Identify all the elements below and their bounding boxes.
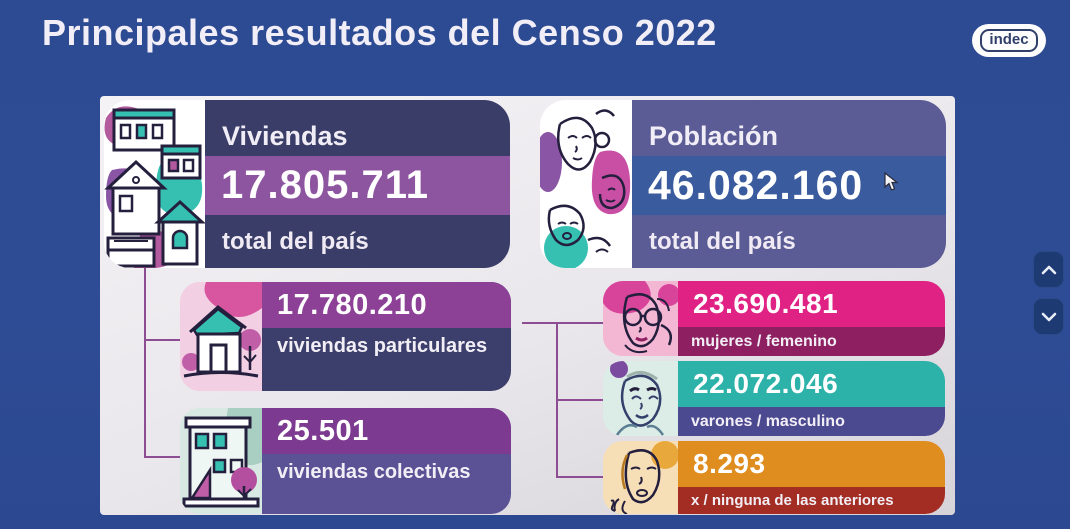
viviendas-particulares-label: viviendas particulares	[277, 335, 488, 357]
man-face-icon	[603, 361, 678, 436]
mujeres-value: 23.690.481	[678, 281, 945, 327]
connector-line	[146, 456, 180, 458]
viviendas-colectivas-value: 25.501	[262, 408, 511, 454]
houses-icon	[104, 100, 205, 268]
ninguna-label: x / ninguna de las anteriores	[678, 487, 945, 514]
person-face-icon	[603, 441, 678, 514]
viviendas-total-value: 17.805.711	[205, 156, 510, 215]
connector-line	[146, 339, 180, 341]
scroll-down-button[interactable]	[1033, 298, 1064, 335]
varones-card: 22.072.046 varones / masculino	[603, 361, 945, 436]
viviendas-colectivas-card: 25.501 viviendas colectivas	[180, 408, 511, 514]
chevron-down-icon	[1041, 312, 1056, 321]
mujeres-card-body: 23.690.481 mujeres / femenino	[678, 281, 945, 356]
connector-line	[556, 322, 558, 478]
ninguna-card: 8.293 x / ninguna de las anteriores	[603, 441, 945, 514]
varones-label: varones / masculino	[678, 407, 945, 436]
mujeres-card: 23.690.481 mujeres / femenino	[603, 281, 945, 356]
viviendas-particulares-value: 17.780.210	[262, 282, 511, 328]
people-icon	[540, 100, 632, 268]
poblacion-card-body: Población 46.082.160 total del país	[632, 100, 946, 268]
poblacion-caption: total del país	[649, 227, 796, 255]
connector-line	[522, 322, 603, 324]
connector-line	[558, 476, 603, 478]
poblacion-heading: Población	[649, 121, 779, 151]
viviendas-colectivas-label: viviendas colectivas	[277, 461, 471, 483]
viviendas-particulares-body: 17.780.210 viviendas particulares	[262, 282, 511, 391]
house-icon	[180, 282, 262, 391]
viviendas-colectivas-body: 25.501 viviendas colectivas	[262, 408, 511, 514]
viviendas-card: Viviendas 17.805.711 total del país	[104, 100, 510, 268]
poblacion-card: Población 46.082.160 total del país	[540, 100, 946, 268]
viviendas-card-body: Viviendas 17.805.711 total del país	[205, 100, 510, 268]
varones-value: 22.072.046	[678, 361, 945, 407]
viviendas-particulares-card: 17.780.210 viviendas particulares	[180, 282, 511, 391]
mouse-cursor-icon	[884, 171, 899, 197]
ninguna-card-body: 8.293 x / ninguna de las anteriores	[678, 441, 945, 514]
viviendas-caption: total del país	[222, 227, 369, 255]
slide-title: Principales resultados del Censo 2022	[42, 12, 717, 53]
indec-logo-text: indec	[980, 29, 1038, 52]
scroll-up-button[interactable]	[1033, 251, 1064, 288]
mujeres-label: mujeres / femenino	[678, 327, 945, 356]
connector-line	[144, 268, 146, 458]
chevron-up-icon	[1041, 265, 1056, 274]
connector-line	[558, 399, 603, 401]
indec-logo: indec	[972, 24, 1046, 57]
woman-face-icon	[603, 281, 678, 356]
ninguna-value: 8.293	[678, 441, 945, 487]
viviendas-heading: Viviendas	[222, 121, 348, 151]
varones-card-body: 22.072.046 varones / masculino	[678, 361, 945, 436]
building-icon	[180, 408, 262, 514]
